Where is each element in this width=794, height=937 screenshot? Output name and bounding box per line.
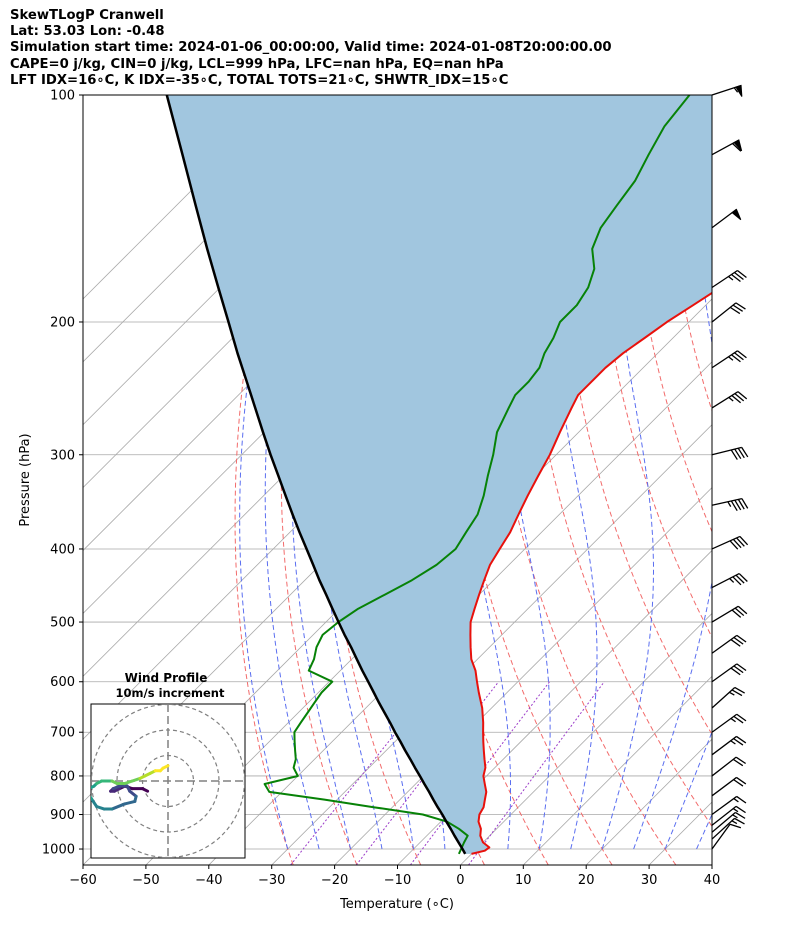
wind-barb <box>711 811 746 833</box>
wind-barb <box>711 713 747 733</box>
x-tick-label: −10 <box>384 873 411 888</box>
wind-barb <box>711 535 749 550</box>
hodograph-title: Wind Profile <box>125 671 208 685</box>
hodograph-segment <box>161 764 170 770</box>
isotherm-line <box>83 95 288 300</box>
isotherm-line <box>711 864 712 865</box>
wind-barb <box>711 208 742 229</box>
moist-adiabat-line <box>633 95 712 850</box>
y-tick-label: 200 <box>50 315 75 330</box>
y-tick-label: 600 <box>50 675 75 690</box>
x-tick-label: −40 <box>195 873 222 888</box>
y-tick-label: 1000 <box>42 843 75 858</box>
title-times: Simulation start time: 2024-01-06_00:00:… <box>10 40 612 56</box>
wind-barb <box>711 84 743 97</box>
wind-barb <box>711 663 747 683</box>
x-tick-label: 0 <box>456 873 464 888</box>
isotherm-line <box>460 612 712 865</box>
wind-barb <box>711 605 748 623</box>
wind-barb <box>711 776 747 797</box>
parcel-line <box>165 95 467 855</box>
dry-adiabat-line <box>662 95 712 413</box>
temperature-line <box>469 291 712 855</box>
title-stability-params: CAPE=0 j/kg, CIN=0 j/kg, LCL=999 hPa, LF… <box>10 56 504 72</box>
wind-barb <box>711 823 742 850</box>
isotherm-line <box>208 361 712 865</box>
x-tick-label: 30 <box>641 873 658 888</box>
dry-adiabat-line <box>595 95 712 639</box>
y-axis-label: Pressure (hPa) <box>18 433 33 526</box>
x-tick-label: −20 <box>321 873 348 888</box>
wind-barb <box>711 497 749 512</box>
wind-barb <box>711 446 749 460</box>
moist-adiabat-line <box>664 730 712 850</box>
y-tick-label: 900 <box>50 808 75 823</box>
title-station: SkewTLogP Cranwell <box>10 8 164 23</box>
x-axis-label: Temperature (∘C) <box>339 897 454 912</box>
dry-adiabat-line <box>728 95 794 865</box>
dry-adiabat-line <box>280 95 358 865</box>
hodograph-inset: Wind Profile 10m/s increment <box>86 671 246 859</box>
chart-header: SkewTLogP Cranwell Lat: 53.03 Lon: -0.48… <box>10 8 612 89</box>
hodograph-segment <box>86 789 89 792</box>
y-tick-label: 100 <box>50 89 75 104</box>
moist-adiabat-line <box>239 95 311 850</box>
y-tick-label: 500 <box>50 616 75 631</box>
y-tick-label: 700 <box>50 726 75 741</box>
cin-cape-shade <box>166 95 712 854</box>
dry-adiabat-line <box>234 95 305 865</box>
mixing-ratio-line <box>409 681 550 865</box>
wind-barb <box>711 572 748 589</box>
wind-barb <box>711 686 745 709</box>
hodograph-segment <box>123 799 137 806</box>
wind-barb <box>711 139 743 156</box>
wind-barb <box>711 817 745 840</box>
wind-barb <box>711 634 747 654</box>
wind-barb <box>711 350 747 369</box>
x-tick-label: 40 <box>704 873 721 888</box>
x-tick-label: −50 <box>132 873 159 888</box>
hodograph-segment <box>91 797 99 808</box>
hodograph-subtitle: 10m/s increment <box>116 686 225 700</box>
wind-barb <box>711 391 748 409</box>
isotherm-line <box>523 675 712 865</box>
title-indices: LFT IDX=16∘C, K IDX=-35∘C, TOTAL TOTS=21… <box>10 72 509 88</box>
isotherm-line <box>397 549 712 865</box>
moist-adiabat-line <box>601 95 654 850</box>
y-tick-label: 800 <box>50 769 75 784</box>
dry-adiabat-line <box>560 95 712 736</box>
wind-barb <box>711 735 747 756</box>
y-tick-label: 400 <box>50 542 75 557</box>
dewpoint-line <box>263 95 691 855</box>
wind-barb <box>711 805 746 826</box>
hodograph-segment <box>110 802 127 811</box>
title-coordinates: Lat: 53.03 Lon: -0.48 <box>10 24 165 40</box>
wind-barb <box>711 795 747 816</box>
dry-adiabat-line <box>761 95 794 865</box>
wind-barb <box>711 269 747 289</box>
wind-barb <box>711 302 746 323</box>
x-tick-label: 20 <box>578 873 595 888</box>
moist-adiabat-line <box>728 95 794 849</box>
x-tick-label: −60 <box>69 873 96 888</box>
y-tick-label: 300 <box>50 448 75 463</box>
x-tick-label: 10 <box>515 873 532 888</box>
x-tick-label: −30 <box>258 873 285 888</box>
wind-barb <box>711 756 746 777</box>
